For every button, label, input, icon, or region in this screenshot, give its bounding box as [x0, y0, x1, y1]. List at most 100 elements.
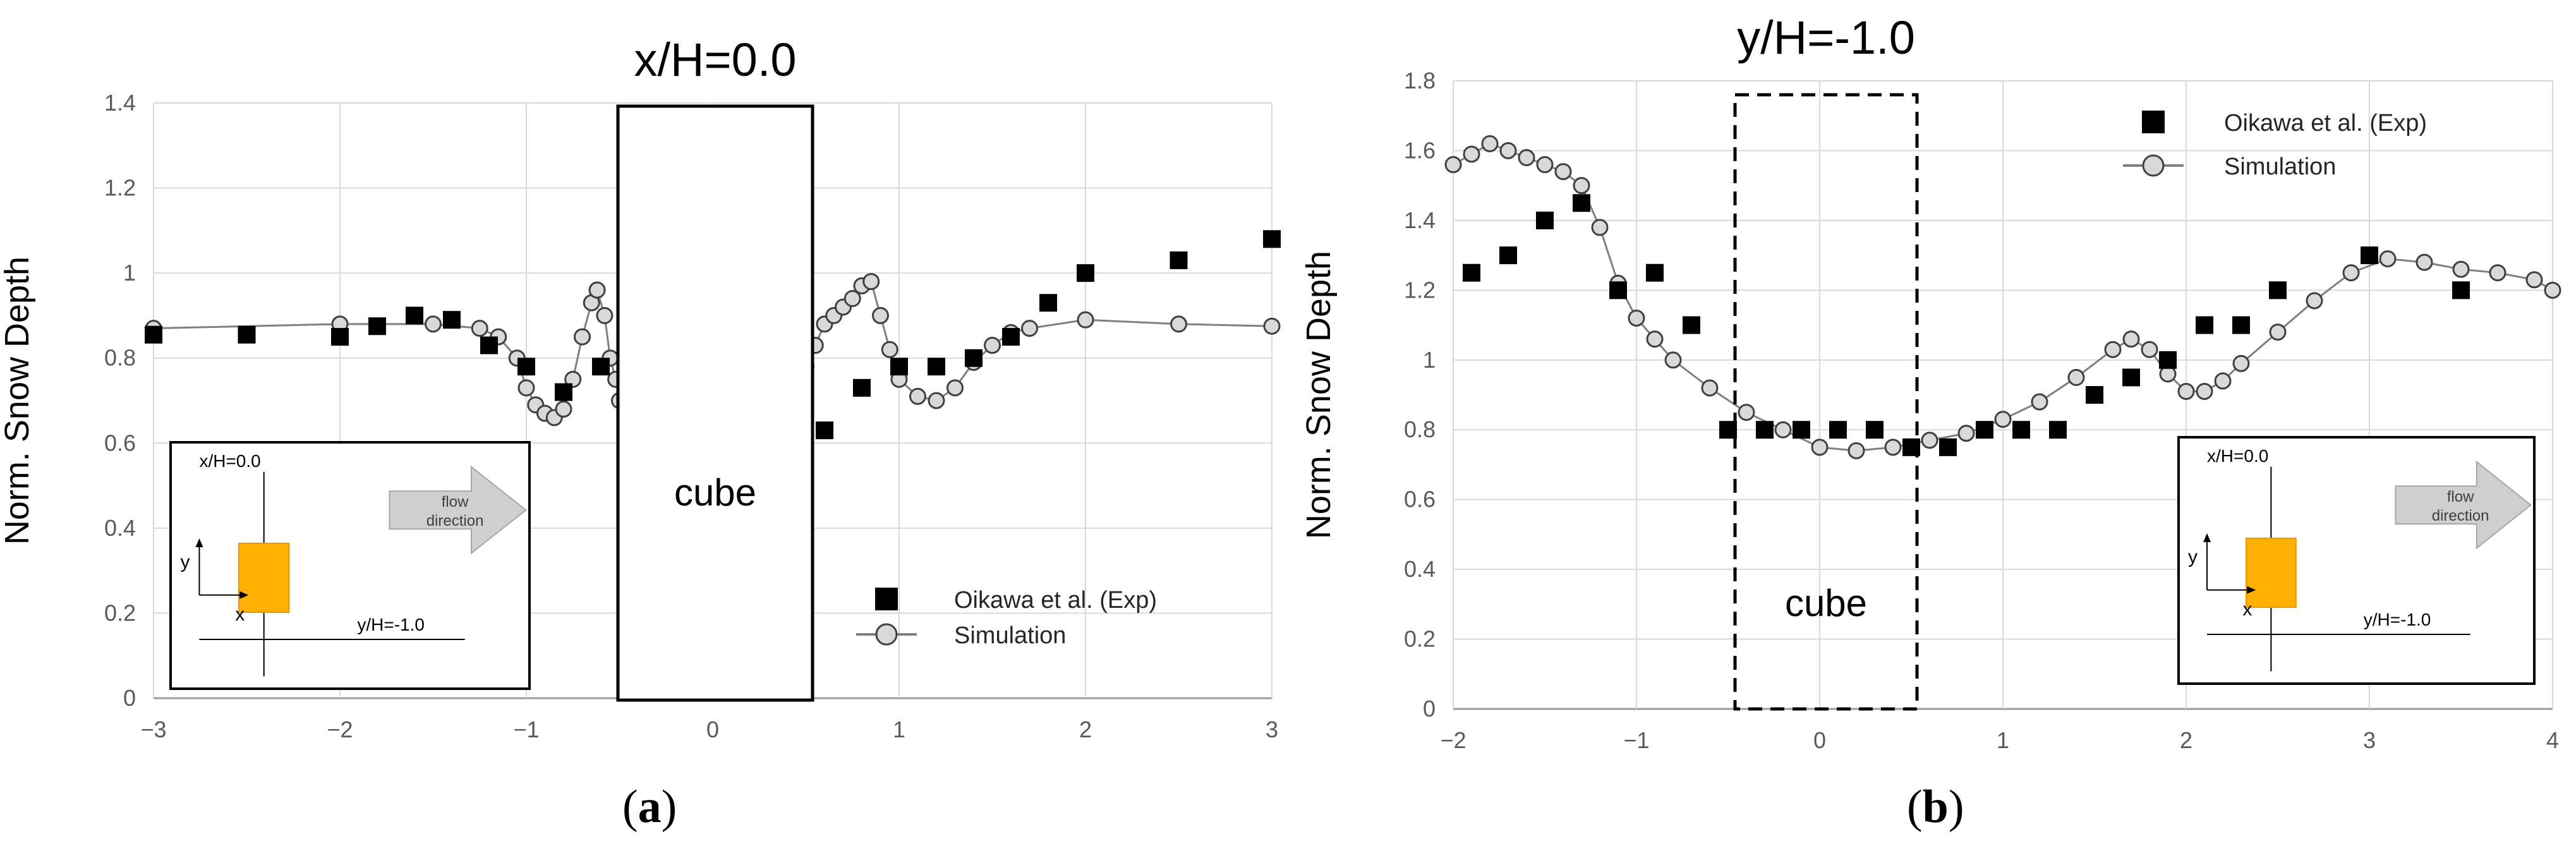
- experiment-point: [406, 306, 423, 325]
- experiment-point: [1077, 264, 1094, 282]
- simulation-point: [1884, 439, 1902, 456]
- experiment-point: [517, 358, 535, 376]
- simulation-point: [1847, 442, 1865, 459]
- flow-direction-label-2: direction: [2432, 507, 2489, 524]
- legend-marker-sim: [875, 623, 898, 646]
- simulation-point: [2452, 260, 2470, 278]
- simulation-point: [425, 315, 442, 333]
- simulation-point: [2104, 341, 2122, 358]
- cube-outline: [1733, 93, 1919, 711]
- chart-title: x/H=0.0: [634, 33, 796, 86]
- inset-y-arrowhead: [2203, 533, 2211, 542]
- inset-vertical-label: x/H=0.0: [199, 451, 260, 471]
- simulation-point: [2306, 292, 2323, 310]
- experiment-point: [1866, 421, 1884, 439]
- simulation-point: [574, 328, 591, 346]
- experiment-point: [443, 311, 461, 329]
- cube-outline: [616, 104, 814, 702]
- experiment-point: [965, 349, 983, 367]
- simulation-point: [2196, 382, 2213, 400]
- simulation-point: [2416, 253, 2433, 271]
- x-tick-label: 2: [1079, 717, 1092, 742]
- experiment-point: [368, 317, 386, 336]
- inset-x-axis-label: x: [2242, 599, 2252, 620]
- experiment-point: [1463, 263, 1480, 282]
- experiment-point: [2122, 368, 2140, 387]
- y-tick-label: 0.2: [1404, 626, 1436, 652]
- inset-frame: [169, 441, 531, 690]
- inset-vertical-label: x/H=0.0: [2207, 446, 2268, 466]
- simulation-point: [2342, 264, 2360, 282]
- simulation-point: [2031, 393, 2048, 411]
- x-tick-label: −1: [513, 717, 539, 742]
- simulation-point: [2141, 341, 2158, 358]
- experiment-point: [2269, 281, 2287, 299]
- legend: Oikawa et al. (Exp) Simulation: [2123, 110, 2427, 180]
- x-tick-label: −1: [1623, 727, 1649, 753]
- chart-b: 0 0.2 0.4 0.6 0.8 1 1.2 1.4 1.6 1.8 −2 −1 0 1 2 3 4 y/H=-…: [1300, 11, 2561, 753]
- experiment-point: [1499, 246, 1517, 265]
- y-tick-label: 0: [1423, 696, 1436, 722]
- flow-direction-arrow: [389, 465, 527, 555]
- inset-y-axis-label: y: [180, 552, 190, 572]
- simulation-point: [1646, 330, 1664, 348]
- simulation-point: [1701, 379, 1719, 397]
- simulation-point: [1811, 439, 1829, 456]
- experiment-point: [2196, 316, 2213, 334]
- y-tick-label: 1.8: [1404, 68, 1436, 94]
- simulation-point: [2269, 324, 2287, 341]
- y-tick-label: 0.6: [1404, 487, 1436, 512]
- simulation-point: [2525, 271, 2543, 289]
- simulation-point: [1957, 425, 1975, 442]
- y-tick-label: 0.4: [104, 515, 136, 541]
- experiment-point: [2012, 421, 2030, 439]
- simulation-point: [928, 392, 945, 409]
- experiment-point: [928, 358, 945, 376]
- experiment-point: [1976, 421, 1993, 439]
- simulation-point: [881, 341, 898, 358]
- x-tick-label: 0: [706, 717, 719, 742]
- simulation-point: [1021, 320, 1038, 337]
- experiment-point: [1829, 421, 1847, 439]
- y-axis-label: Norm. Snow Depth: [0, 257, 36, 545]
- experiment-point: [2361, 246, 2378, 265]
- y-axis-label: Norm. Snow Depth: [1300, 251, 1338, 539]
- simulation-point: [1536, 156, 1554, 174]
- chart-a: 0 0.2 0.4 0.6 0.8 1 1.2 1.4 −3 −2 −1 0 1 2 3 x/H=0.0 Nor…: [0, 33, 1281, 742]
- x-tick-label: 3: [2363, 727, 2376, 753]
- experiment-point: [2452, 281, 2470, 299]
- simulation-point: [1664, 351, 1682, 369]
- experiment-point: [890, 358, 908, 376]
- y-tick-label: 1: [1423, 347, 1436, 373]
- x-tick-label: −3: [140, 717, 166, 742]
- y-tick-label: 0: [123, 685, 136, 711]
- simulation-point: [862, 273, 880, 291]
- simulation-point: [471, 320, 488, 337]
- x-tick-label: 2: [2180, 727, 2192, 753]
- x-tick-label: 3: [1266, 717, 1278, 742]
- experiment-point: [2086, 386, 2103, 404]
- y-tick-label: 0.2: [104, 600, 136, 626]
- simulation-point: [2177, 382, 2195, 400]
- simulation-point: [844, 290, 861, 308]
- y-tick-label: 1.2: [104, 175, 136, 201]
- simulation-point: [1738, 404, 1755, 421]
- inset-cube: [238, 542, 290, 614]
- flow-direction-label-2: direction: [426, 512, 484, 529]
- y-tick-label: 1.4: [104, 90, 136, 116]
- simulation-point: [588, 281, 606, 299]
- simulation-point: [909, 387, 926, 405]
- simulation-point: [946, 379, 964, 397]
- y-tick-label: 0.8: [104, 345, 136, 371]
- y-tick-label: 1.2: [1404, 277, 1436, 303]
- experiment-point: [1263, 230, 1281, 248]
- x-tick-label: −2: [1440, 727, 1466, 753]
- simulation-point: [1077, 311, 1094, 329]
- simulation-point: [1628, 310, 1645, 327]
- legend-marker-exp: [875, 588, 898, 610]
- simulation-point: [2214, 372, 2232, 390]
- inset-x-arrowhead: [2247, 586, 2256, 594]
- x-tick-label: 1: [1997, 727, 2009, 753]
- simulation-point: [1463, 145, 1480, 163]
